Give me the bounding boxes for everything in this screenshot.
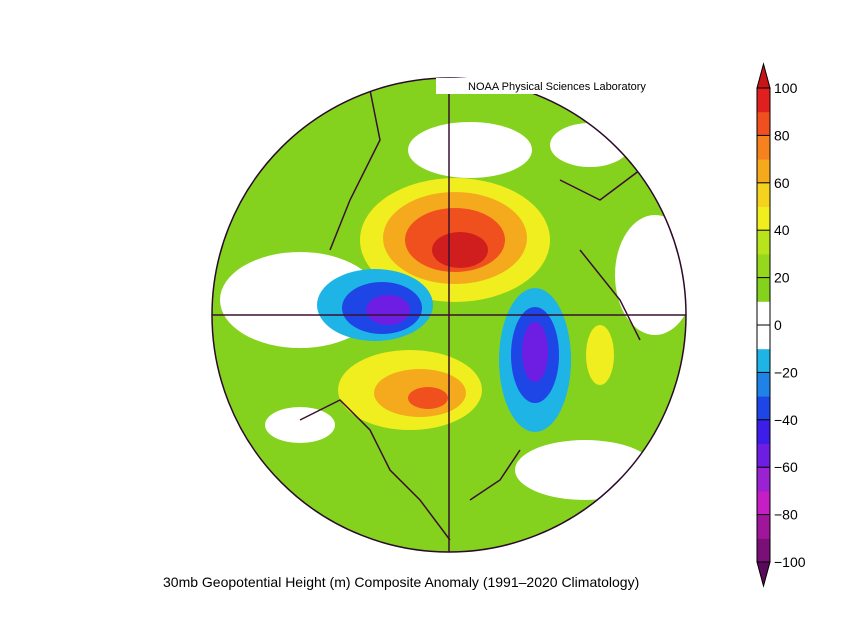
map-field [212,78,686,552]
color-band [757,443,770,468]
tick-label: 60 [774,175,790,191]
color-band [757,159,770,184]
caption: 30mb Geopotential Height (m) Composite A… [163,574,639,590]
color-band [757,182,770,207]
color-band [757,514,770,539]
over-arrow [756,62,771,89]
color-band [757,538,770,563]
color-band [757,301,770,326]
tick-label: 100 [774,80,798,96]
tick-label: 20 [774,270,790,286]
tick-label: −80 [774,507,798,523]
color-band [757,230,770,255]
tick-label: 80 [774,127,790,143]
color-band [757,253,770,279]
tick-label: −100 [774,554,806,570]
color-band [757,348,770,373]
credit: NOAA Physical Sciences Laboratory [468,81,646,93]
color-band [757,111,770,136]
color-band [757,206,770,231]
color-band [757,277,770,302]
color-band [757,325,770,350]
color-band [757,419,770,444]
tick-label: −20 [774,364,798,380]
tick-label: 40 [774,222,790,238]
color-band [757,490,770,516]
colorbar: 100 80 60 40 20 0 −20 −40 −60 −80 −100 [756,62,806,588]
color-band [757,396,770,421]
tick-label: −40 [774,412,798,428]
color-band [757,135,770,160]
tick-label: −60 [774,459,798,475]
color-band [757,88,770,113]
color-band [757,372,770,397]
under-arrow [756,561,771,588]
color-band [757,467,770,492]
tick-label: 0 [774,317,782,333]
